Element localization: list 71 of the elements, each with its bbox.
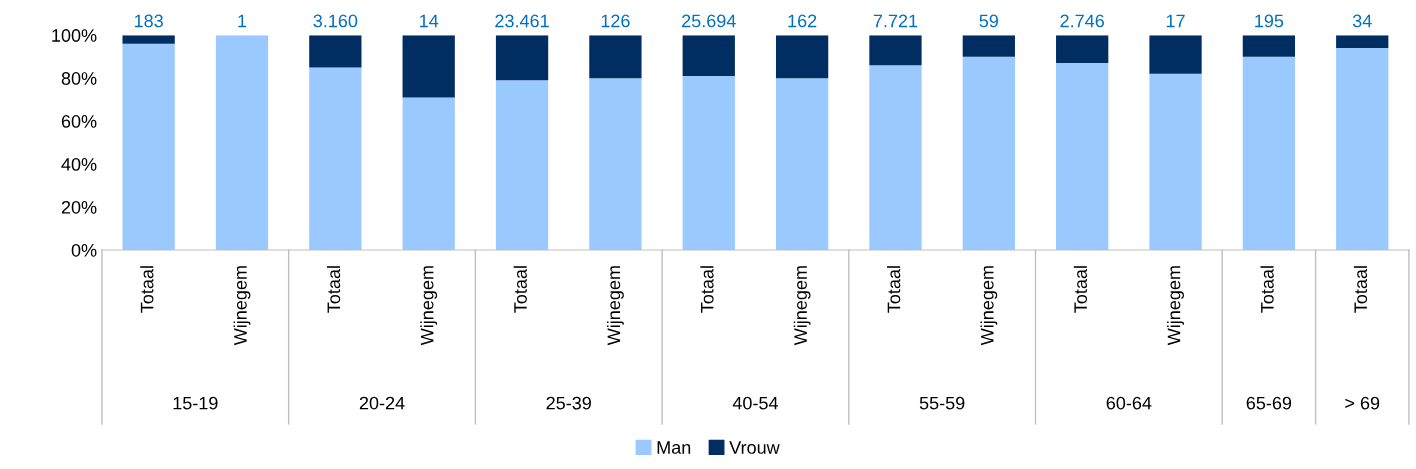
bar xyxy=(869,35,922,66)
bar xyxy=(869,65,922,250)
x-tick-label: Totaal xyxy=(326,266,341,313)
y-tick-label: 100% xyxy=(52,29,97,42)
x-tick-label: Wijnegem xyxy=(1167,266,1184,346)
bar xyxy=(962,35,1015,57)
legend-label: Vrouw xyxy=(729,441,780,454)
bar xyxy=(309,67,362,250)
bar xyxy=(1056,35,1109,64)
x-tick-label: Totaal xyxy=(513,266,527,313)
text: 3.160 xyxy=(313,14,358,28)
y-tick-label: 40% xyxy=(61,157,97,171)
text: 60-64 xyxy=(1106,396,1152,410)
y-tick-label: 0% xyxy=(71,243,97,257)
y-tick-label: 60% xyxy=(61,115,97,128)
x-tick-label: Wijnegem xyxy=(233,266,251,346)
x-tick-label: Totaal xyxy=(887,266,901,313)
x-tick-label: Totaal xyxy=(140,266,154,313)
y-tick-label: 20% xyxy=(61,200,97,214)
bar xyxy=(1242,35,1296,57)
text: 55-59 xyxy=(919,396,965,410)
text: 59 xyxy=(979,14,999,28)
x-tick-label: Totaal xyxy=(1073,266,1088,313)
bar xyxy=(122,35,175,44)
bar xyxy=(495,35,549,81)
bar xyxy=(682,75,735,250)
bar xyxy=(775,78,829,250)
x-tick-label: Wijnegem xyxy=(980,266,998,346)
bar xyxy=(589,35,642,79)
bar xyxy=(1336,35,1389,49)
bar xyxy=(775,35,829,79)
text: 17 xyxy=(1166,14,1185,28)
text: 34 xyxy=(1352,14,1372,28)
bar xyxy=(495,80,549,250)
legend-label: Man xyxy=(657,441,691,454)
text: > 69 xyxy=(1345,396,1380,410)
text: 14 xyxy=(420,14,439,28)
bar xyxy=(1149,35,1202,74)
text: 126 xyxy=(601,14,630,28)
bar xyxy=(309,35,362,68)
text: 2.746 xyxy=(1060,14,1104,28)
text: 15-19 xyxy=(173,396,218,410)
x-tick-label: Totaal xyxy=(700,266,714,313)
text: 40-54 xyxy=(732,396,778,410)
y-tick-label: 80% xyxy=(61,72,97,85)
bar xyxy=(402,35,455,98)
text: 1 xyxy=(238,14,247,28)
text: 20-24 xyxy=(359,396,405,410)
text: 65-69 xyxy=(1246,396,1292,410)
text: 162 xyxy=(788,14,817,28)
x-tick-label: Wijnegem xyxy=(420,266,438,346)
bar xyxy=(1336,48,1389,250)
bar xyxy=(589,78,642,250)
x-tick-label: Totaal xyxy=(1260,266,1274,313)
bar xyxy=(402,97,455,250)
text: 25-39 xyxy=(546,396,591,410)
x-tick-label: Wijnegem xyxy=(793,266,811,346)
bar xyxy=(122,43,175,250)
text: 7.721 xyxy=(873,14,918,28)
bar xyxy=(215,35,269,250)
x-tick-label: Totaal xyxy=(1353,266,1368,313)
bar xyxy=(1056,63,1109,250)
x-tick-label: Wijnegem xyxy=(606,266,624,346)
bar xyxy=(1149,73,1202,250)
text: 183 xyxy=(134,14,163,28)
bar xyxy=(682,35,735,76)
bar xyxy=(962,56,1015,250)
text: 195 xyxy=(1255,14,1284,28)
text: 23.461 xyxy=(495,14,549,28)
text: 25.694 xyxy=(682,14,736,28)
bar xyxy=(1242,56,1296,250)
